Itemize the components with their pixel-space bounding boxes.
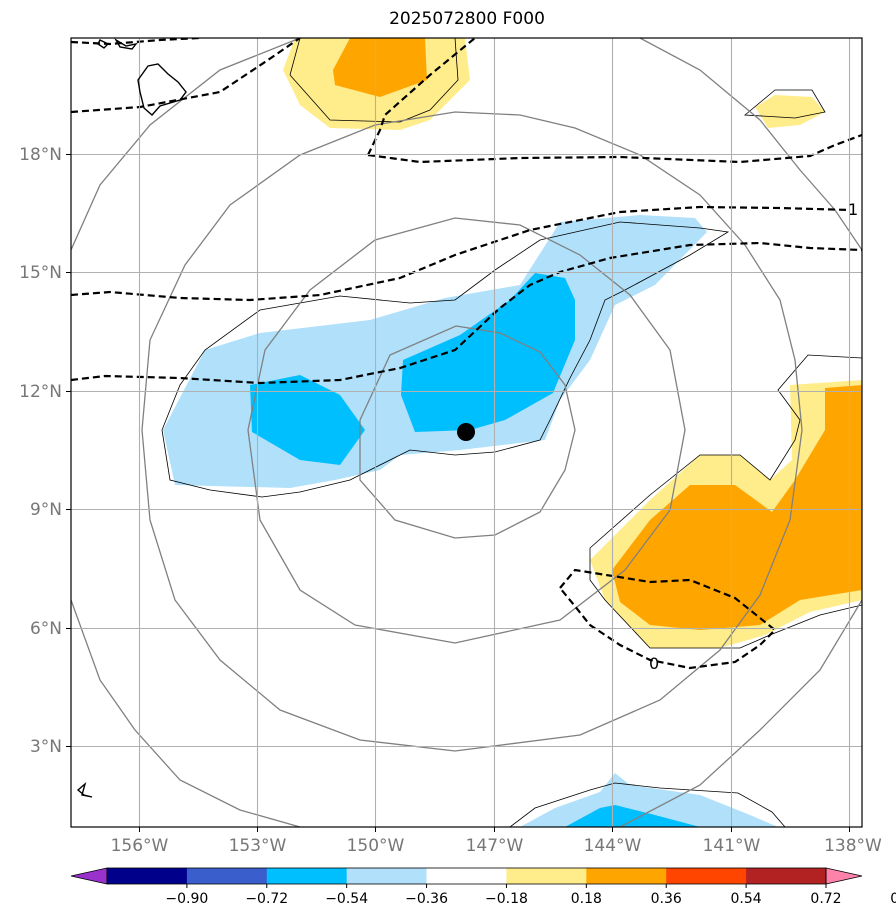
lat-label: 12°N — [19, 382, 62, 402]
colorbar-tick-label: −0.36 — [405, 891, 448, 907]
contour-label-0: 0 — [649, 654, 659, 673]
range-ring-1 — [359, 325, 576, 539]
negative-anomaly-light-south — [520, 773, 778, 827]
lon-label: 147°W — [466, 836, 524, 856]
anomaly-fills — [163, 38, 862, 827]
positive-anomaly-mid-north — [333, 38, 427, 97]
island-south — [76, 781, 93, 798]
lat-label: 18°N — [19, 145, 62, 165]
island-north — [114, 38, 138, 50]
colorbar-tick-label: 0.72 — [810, 891, 841, 907]
colorbar-tick-label: 0.54 — [731, 891, 762, 907]
positive-anomaly-mid-east — [612, 385, 862, 630]
island-maui — [97, 39, 110, 49]
map-plot-area: 1 0 — [71, 38, 862, 827]
colorbar-extend-low — [70, 867, 108, 885]
colorbar-tick-label: −0.54 — [325, 891, 368, 907]
range-ring-4c — [639, 38, 862, 251]
range-ring-2 — [247, 217, 686, 644]
range-rings — [71, 38, 862, 827]
colorbar-tick-label: −0.72 — [245, 891, 288, 907]
colorbar-swatch — [586, 868, 667, 884]
negative-anomaly-mid-west — [250, 375, 365, 465]
lon-label: 144°W — [584, 836, 642, 856]
contour-label-1: 1 — [848, 200, 858, 219]
lat-label: 9°N — [30, 500, 62, 520]
positive-anomaly-small-northeast — [755, 95, 825, 128]
graticule — [71, 38, 862, 827]
coastlines — [76, 38, 187, 798]
colorbar-swatch — [266, 868, 348, 884]
lon-label: 141°W — [703, 836, 761, 856]
lon-label: 138°W — [824, 836, 882, 856]
lat-label: 6°N — [30, 619, 62, 639]
colorbar-tick-label: 0.18 — [571, 891, 602, 907]
storm-center-marker — [457, 423, 475, 441]
colorbar-tick-label: 0.36 — [651, 891, 682, 907]
colorbar-frame — [106, 867, 827, 885]
plot-frame — [70, 37, 863, 828]
lon-label: 150°W — [347, 836, 405, 856]
lat-label: 15°N — [19, 263, 62, 283]
colorbar-swatch — [346, 868, 428, 884]
range-ring-3 — [141, 111, 803, 752]
colorbar-swatch — [426, 868, 507, 884]
colorbar-swatch — [107, 868, 188, 884]
latitude-labels: 3°N 6°N 9°N 12°N 15°N 18°N — [19, 145, 62, 757]
colorbar-extend-high — [825, 867, 863, 885]
island-hawaii — [137, 63, 187, 116]
colorbar-tick-label: 0.90 — [890, 891, 896, 907]
colorbar-swatch — [186, 868, 268, 884]
tick-marks — [66, 154, 850, 832]
lon-label: 153°W — [229, 836, 287, 856]
lon-label: 156°W — [111, 836, 169, 856]
range-ring-4 — [71, 38, 301, 251]
colorbar-tick-label: −0.18 — [485, 891, 528, 907]
range-ring-4d — [619, 599, 862, 827]
colorbar-swatch — [746, 868, 827, 884]
range-ring-4b — [71, 599, 301, 827]
negative-anomaly-mid-north — [401, 273, 575, 432]
lat-label: 3°N — [30, 737, 62, 757]
longitude-labels: 156°W 153°W 150°W 147°W 144°W 141°W 138°… — [111, 836, 882, 856]
colorbar-swatch — [506, 868, 587, 884]
colorbar-swatch — [666, 868, 747, 884]
colorbar-tick-label: −0.90 — [165, 891, 208, 907]
negative-anomaly-mid-south — [565, 805, 700, 827]
colorbar: −0.90 −0.72 −0.54 −0.36 −0.18 0.18 0.36 0.54 0.7… — [70, 867, 896, 907]
map-title: 2025072800 F000 — [389, 9, 545, 29]
